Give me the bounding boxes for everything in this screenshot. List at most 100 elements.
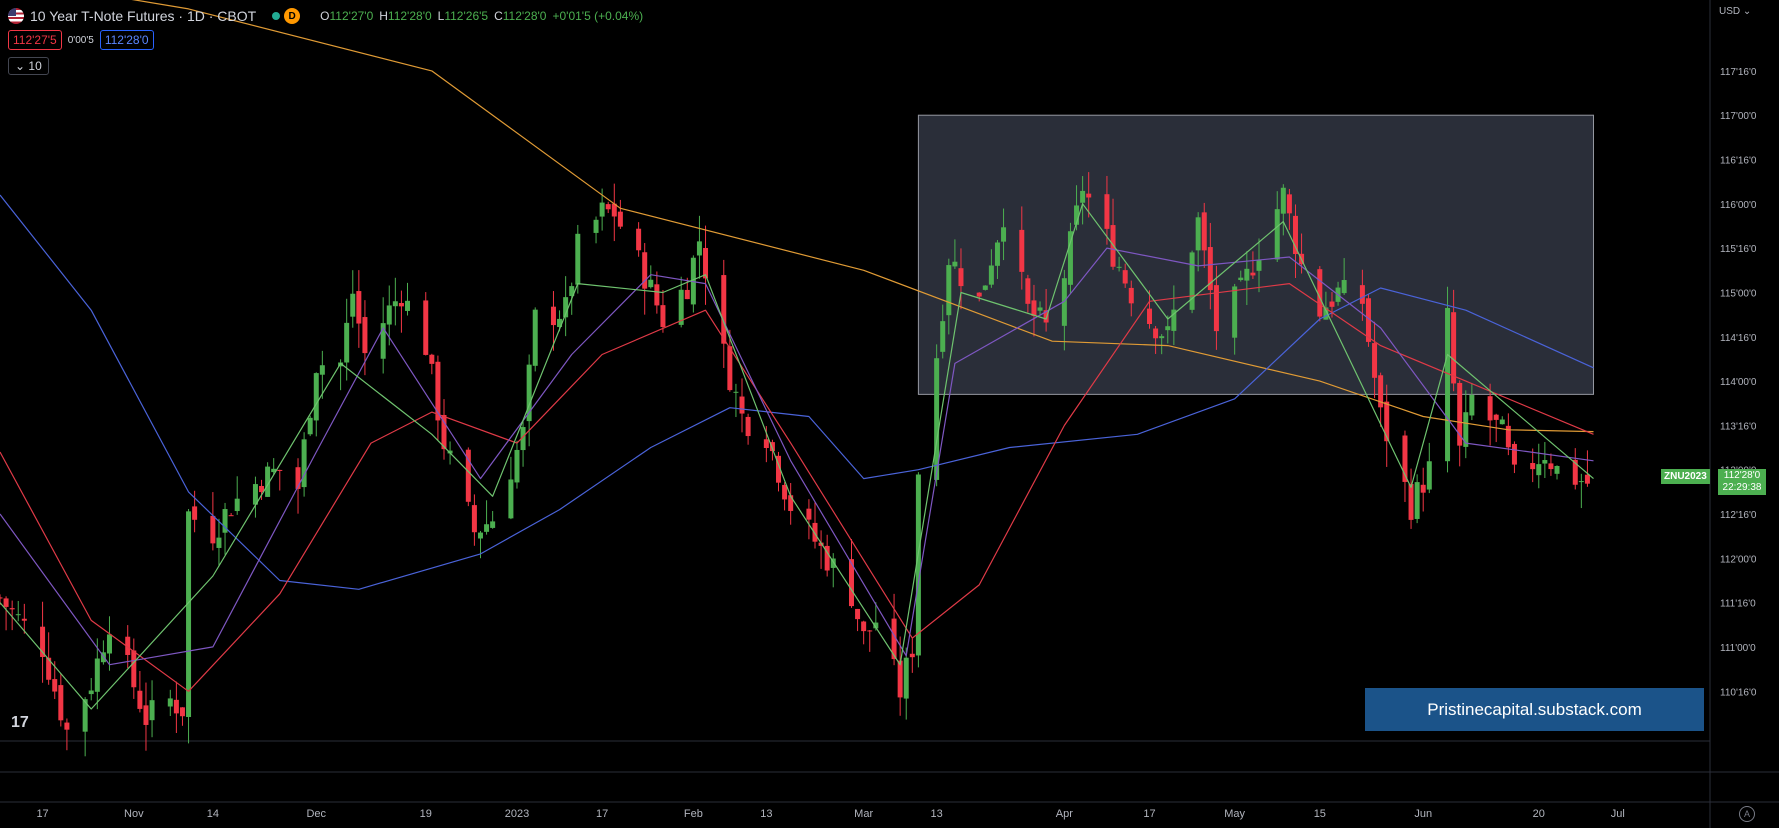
range-rectangle[interactable] [917, 114, 1595, 395]
candle-body [88, 690, 94, 695]
us-flag-icon [8, 8, 24, 24]
candle-body [1323, 307, 1329, 320]
last-price-value: 112'28'0 [1723, 470, 1761, 481]
candle-body [319, 365, 325, 375]
y-tick-label: 115'00'0 [1720, 288, 1757, 299]
candle-body [824, 545, 830, 571]
tradingview-logo[interactable]: 17 [11, 714, 29, 731]
candle-body [386, 305, 392, 325]
candle-body [15, 614, 21, 616]
candle-body [1445, 307, 1451, 462]
candle-body [727, 346, 733, 391]
candle-body [903, 657, 909, 699]
x-tick-label: 17 [596, 808, 608, 820]
sell-button[interactable]: 112'27'5 [8, 30, 62, 50]
x-tick-label: Jul [1611, 808, 1625, 820]
symbol-title[interactable]: 10 Year T-Note Futures · 1D · CBOT [30, 8, 257, 24]
candle-body [763, 439, 769, 448]
candle-body [1001, 227, 1007, 242]
candle-body [1031, 300, 1037, 316]
candle-body [642, 252, 648, 289]
candle-body [3, 598, 9, 607]
candle-body [1061, 278, 1067, 326]
candle-body [465, 449, 471, 502]
candle-body [897, 660, 903, 698]
ma-line-ema5 [0, 203, 1594, 710]
candle-body [1584, 474, 1590, 484]
candle-body [1147, 308, 1153, 325]
candle-body [21, 618, 27, 621]
candle-body [648, 279, 654, 288]
candle-body [958, 268, 964, 287]
candle-body [1487, 396, 1493, 421]
candle-body [1232, 286, 1238, 338]
candle-body [1159, 336, 1165, 339]
y-tick-label: 112'00'0 [1720, 554, 1757, 565]
candle-body [477, 532, 483, 539]
candle-body [1274, 209, 1280, 260]
candle-body [520, 427, 526, 451]
candle-body [1530, 463, 1536, 470]
candle-body [696, 241, 702, 256]
x-tick-label: Dec [306, 808, 326, 820]
candle-body [563, 297, 569, 318]
candle-body [915, 474, 921, 656]
y-tick-label: 113'16'0 [1720, 421, 1757, 432]
candle-body [106, 634, 112, 654]
currency-selector[interactable]: USD ⌄ [1719, 6, 1752, 17]
candle-body [1122, 270, 1128, 284]
candle-body [228, 515, 234, 517]
buy-button[interactable]: 112'28'0 [99, 30, 154, 50]
candle-body [1019, 229, 1025, 272]
candle-body [593, 219, 599, 233]
candle-body [891, 618, 897, 660]
y-tick-label: 114'16'0 [1720, 333, 1757, 344]
candle-body [277, 469, 283, 471]
candle-body [532, 309, 538, 366]
candle-body [1171, 309, 1177, 331]
candle-body [776, 455, 782, 483]
candle-body [508, 479, 514, 519]
candle-body [830, 558, 836, 568]
y-tick-label: 111'16'0 [1720, 599, 1756, 610]
candle-body [313, 373, 319, 421]
y-tick-label: 117'16'0 [1720, 67, 1757, 78]
candle-body [654, 284, 660, 306]
candle-body [1554, 465, 1560, 474]
y-tick-label: 111'00'0 [1720, 643, 1756, 654]
candle-body [1025, 278, 1031, 304]
candle-body [940, 321, 946, 352]
candle-body [344, 322, 350, 363]
candle-body [575, 233, 581, 285]
candle-body [557, 318, 563, 328]
candle-body [271, 468, 277, 473]
x-tick-label: Mar [854, 808, 873, 820]
candle-body [1128, 287, 1134, 304]
axis-settings-icon[interactable]: A [1739, 806, 1755, 822]
interval-badge[interactable]: D [284, 8, 301, 24]
candle-body [976, 292, 982, 297]
candle-body [259, 485, 265, 493]
candle-body [179, 707, 185, 717]
candle-body [356, 291, 362, 324]
candle-body [192, 506, 198, 520]
candle-body [703, 247, 709, 279]
candle-body [1074, 205, 1080, 225]
candle-body [435, 361, 441, 421]
candle-body [380, 323, 386, 359]
candle-body [398, 302, 404, 307]
candle-body [617, 211, 623, 227]
y-tick-label: 117'00'0 [1720, 111, 1757, 122]
indicators-toggle[interactable]: ⌄ 10 [8, 57, 49, 75]
candle-body [1384, 401, 1390, 442]
last-price-tag: 112'28'0 22:29:38 [1718, 469, 1766, 495]
watermark-banner: Pristinecapital.substack.com [1365, 688, 1704, 731]
candle-body [1426, 461, 1432, 490]
candle-body [1207, 247, 1213, 291]
x-tick-label: 13 [931, 808, 943, 820]
candle-body [818, 542, 824, 546]
x-tick-label: 20 [1533, 808, 1545, 820]
candle-body [143, 705, 149, 725]
candle-body [909, 653, 915, 658]
